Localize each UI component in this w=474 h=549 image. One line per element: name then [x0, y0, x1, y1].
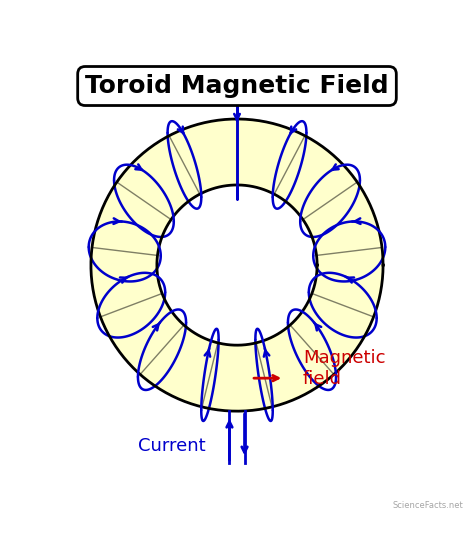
Text: Toroid Magnetic Field: Toroid Magnetic Field [85, 74, 389, 98]
Text: Magnetic
field: Magnetic field [303, 349, 385, 388]
Text: Current: Current [138, 437, 206, 455]
Text: ScienceFacts.net: ScienceFacts.net [392, 501, 463, 510]
PathPatch shape [91, 119, 383, 411]
